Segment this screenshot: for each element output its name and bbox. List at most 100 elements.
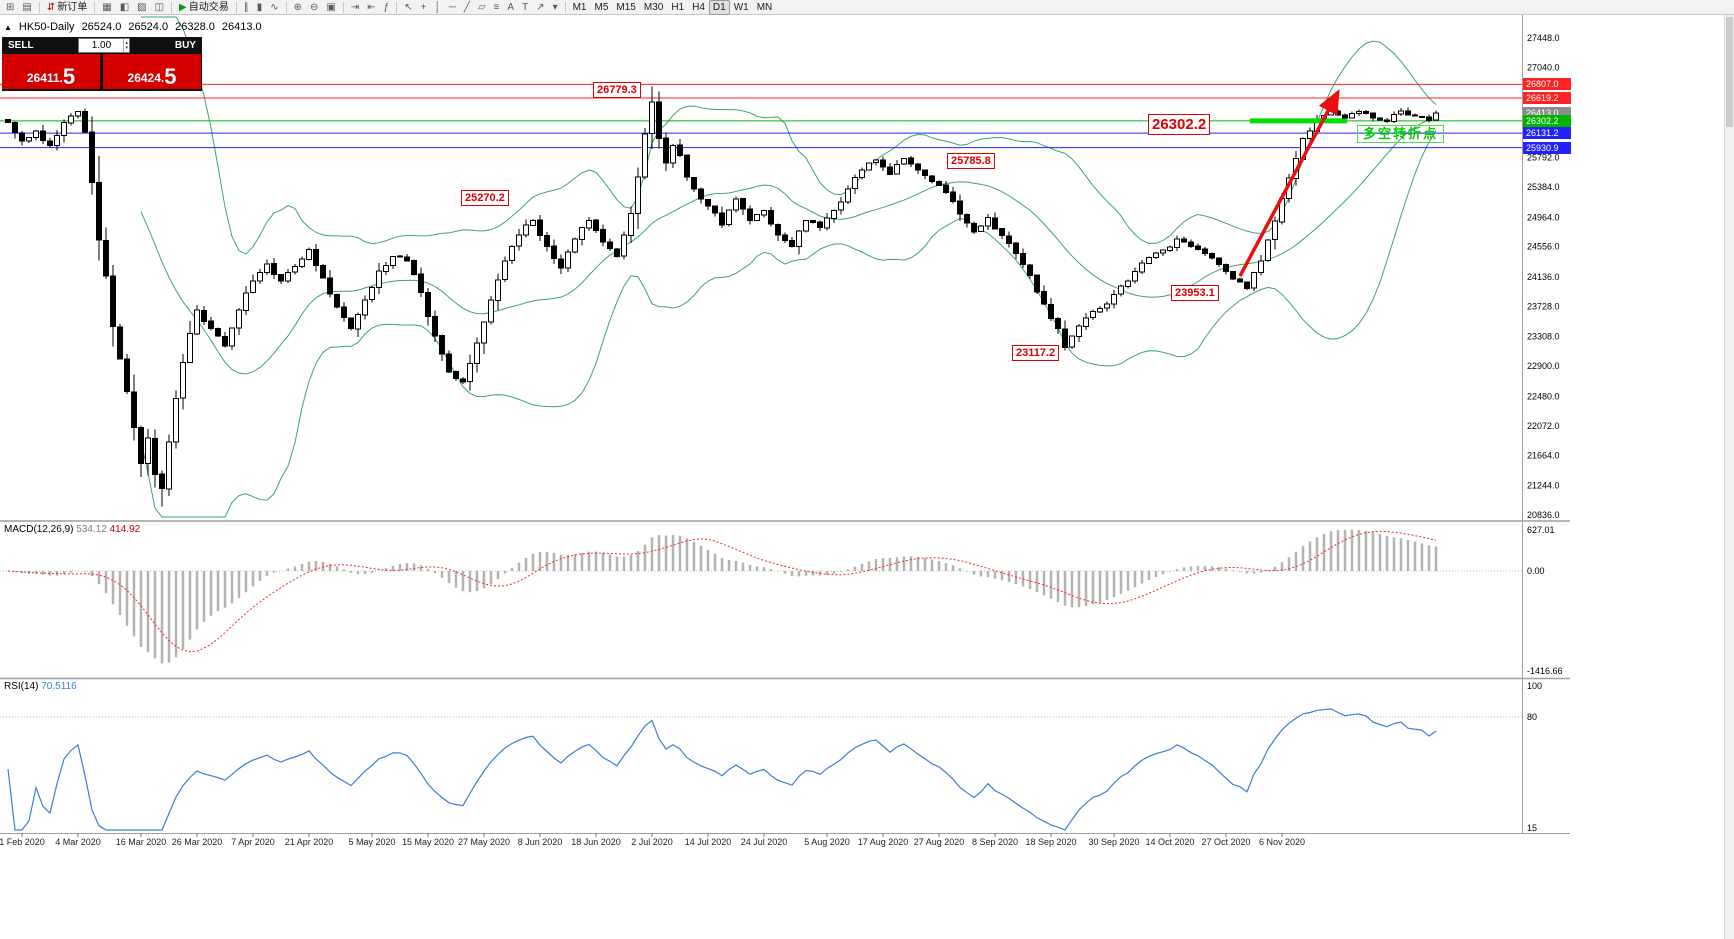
line-chart-icon[interactable]: ∿ xyxy=(266,0,282,15)
new-chart-icon: ⊞ xyxy=(6,1,15,13)
candle-body xyxy=(411,259,417,275)
candle-body xyxy=(929,175,935,183)
candle-body xyxy=(1083,317,1089,327)
cursor-icon: ↖ xyxy=(404,1,413,13)
timeframe-m30[interactable]: M30 xyxy=(640,0,667,15)
scrollbar-thumb[interactable] xyxy=(1726,17,1733,127)
candle-body xyxy=(19,132,25,142)
candle-body xyxy=(383,264,389,273)
candle-body xyxy=(698,188,704,200)
buy-label[interactable]: BUY xyxy=(174,40,196,51)
candle-body xyxy=(1209,252,1215,259)
terminal-icon[interactable]: ◫ xyxy=(151,0,168,15)
market-watch-icon[interactable]: ▦ xyxy=(98,0,115,15)
market-watch-icon: ▦ xyxy=(102,1,112,13)
buy-price-pips: 5 xyxy=(164,64,177,89)
rsi-value: 70.5116 xyxy=(41,681,77,692)
tile-windows-icon[interactable]: ▣ xyxy=(322,0,339,15)
candle-body xyxy=(131,391,137,428)
zoom-out-icon[interactable]: ⊖ xyxy=(306,0,322,15)
objects-dropdown-icon[interactable]: ▾ xyxy=(549,0,562,15)
price-callout-label[interactable]: 25785.8 xyxy=(947,153,995,169)
price-callout-label[interactable]: 23117.2 xyxy=(1012,345,1060,361)
candle-body xyxy=(124,358,130,392)
price-axis-label: 23728.0 xyxy=(1527,301,1560,311)
candlestick-chart-icon[interactable]: ▮ xyxy=(253,0,267,15)
candle-body xyxy=(40,130,46,142)
buy-button[interactable]: 26424. 5 xyxy=(103,54,201,89)
candle-body xyxy=(537,219,543,236)
date-axis-label: 24 Jul 2020 xyxy=(741,837,788,847)
price-tag: 25930.9 xyxy=(1523,141,1571,154)
candle-body xyxy=(978,225,984,233)
cursor-icon[interactable]: ↖ xyxy=(400,0,416,15)
sell-label[interactable]: SELL xyxy=(8,40,34,51)
volume-up-icon[interactable]: ▴ xyxy=(125,39,128,46)
candle-body xyxy=(313,249,319,266)
text-label-icon[interactable]: T xyxy=(518,0,532,15)
timeframe-mn[interactable]: MN xyxy=(753,0,777,15)
candle-body xyxy=(460,378,466,383)
timeframe-m5[interactable]: M5 xyxy=(591,0,613,15)
timeframe-h4[interactable]: H4 xyxy=(688,0,709,15)
bar-chart-icon: ∥ xyxy=(243,1,249,13)
vertical-line-icon: │ xyxy=(434,1,441,13)
candle-body xyxy=(1398,110,1404,115)
price-callout-label[interactable]: 26302.2 xyxy=(1148,114,1211,135)
timeframe-h1[interactable]: H1 xyxy=(667,0,688,15)
rsi-axis-label: 80 xyxy=(1527,712,1537,722)
bar-chart-icon[interactable]: ∥ xyxy=(240,0,253,15)
auto-scroll-icon[interactable]: ⇥ xyxy=(347,0,363,15)
trendline-icon[interactable]: ╱ xyxy=(460,0,474,15)
price-callout-label[interactable]: 23953.1 xyxy=(1171,285,1219,301)
candle-body xyxy=(607,241,613,250)
indicators-list-icon[interactable]: ƒ xyxy=(380,0,394,15)
price-callout-label[interactable]: 26779.3 xyxy=(593,82,641,98)
rsi-indicator-label: RSI(14) 70.5116 xyxy=(4,681,77,692)
crosshair-icon: + xyxy=(420,1,427,13)
volume-input[interactable]: 1.00 ▴ ▾ xyxy=(78,38,130,53)
turning-point-annotation[interactable]: 多空转折点 xyxy=(1357,125,1445,143)
horizontal-line-icon[interactable]: ─ xyxy=(445,0,460,15)
timeframe-w1[interactable]: W1 xyxy=(730,0,753,15)
timeframe-m15[interactable]: M15 xyxy=(612,0,639,15)
new-chart-icon[interactable]: ⊞ xyxy=(2,0,18,15)
vertical-scrollbar[interactable] xyxy=(1724,15,1734,939)
vertical-line-icon[interactable]: │ xyxy=(430,0,444,15)
timeframe-d1[interactable]: D1 xyxy=(708,0,730,15)
navigator-icon[interactable]: ▨ xyxy=(133,0,150,15)
candle-body xyxy=(82,111,88,133)
text-icon[interactable]: A xyxy=(503,0,518,15)
data-window-icon[interactable]: ◧ xyxy=(116,0,133,15)
auto-trading-button[interactable]: ▶ 自动交易 xyxy=(175,0,233,15)
trend-arrow[interactable] xyxy=(1238,89,1340,277)
volume-down-icon[interactable]: ▾ xyxy=(125,44,128,51)
candle-body xyxy=(292,266,298,273)
price-tag: 26131.2 xyxy=(1523,127,1571,140)
candle-body xyxy=(922,169,928,176)
new-order-button[interactable]: ⇵ 新订单 xyxy=(43,0,91,15)
volume-value[interactable]: 1.00 xyxy=(91,40,112,51)
candle-body xyxy=(110,275,116,327)
candle-body xyxy=(152,438,158,475)
navigator-icon: ▨ xyxy=(137,1,147,13)
one-click-trading-panel: SELL 1.00 ▴ ▾ BUY 26411. 5 26424. 5 xyxy=(2,37,202,91)
crosshair-icon[interactable]: + xyxy=(417,0,431,15)
candle-body xyxy=(1258,260,1264,274)
price-callout-label[interactable]: 25270.2 xyxy=(461,190,509,206)
timeframe-m1[interactable]: M1 xyxy=(569,0,591,15)
sell-button[interactable]: 26411. 5 xyxy=(2,54,100,89)
fibonacci-icon[interactable]: ≡ xyxy=(490,0,504,15)
channel-icon[interactable]: ▱ xyxy=(474,0,490,15)
candle-body xyxy=(691,177,697,190)
candle-body xyxy=(1377,117,1383,121)
chart-list-icon[interactable]: ▤ xyxy=(18,0,35,15)
chart-shift-icon[interactable]: ⇤ xyxy=(363,0,379,15)
candle-body xyxy=(278,273,284,282)
chart-canvas[interactable]: 27448.0 27040.0 25792.0 25384.0 24964.0 24556… xyxy=(0,15,1570,865)
candle-body xyxy=(1265,239,1271,262)
trade-panel-toggle-icon[interactable]: ▲ xyxy=(4,22,12,32)
candle-body xyxy=(250,280,256,294)
arrow-object-icon[interactable]: ↗ xyxy=(532,0,548,15)
zoom-in-icon[interactable]: ⊕ xyxy=(290,0,306,15)
